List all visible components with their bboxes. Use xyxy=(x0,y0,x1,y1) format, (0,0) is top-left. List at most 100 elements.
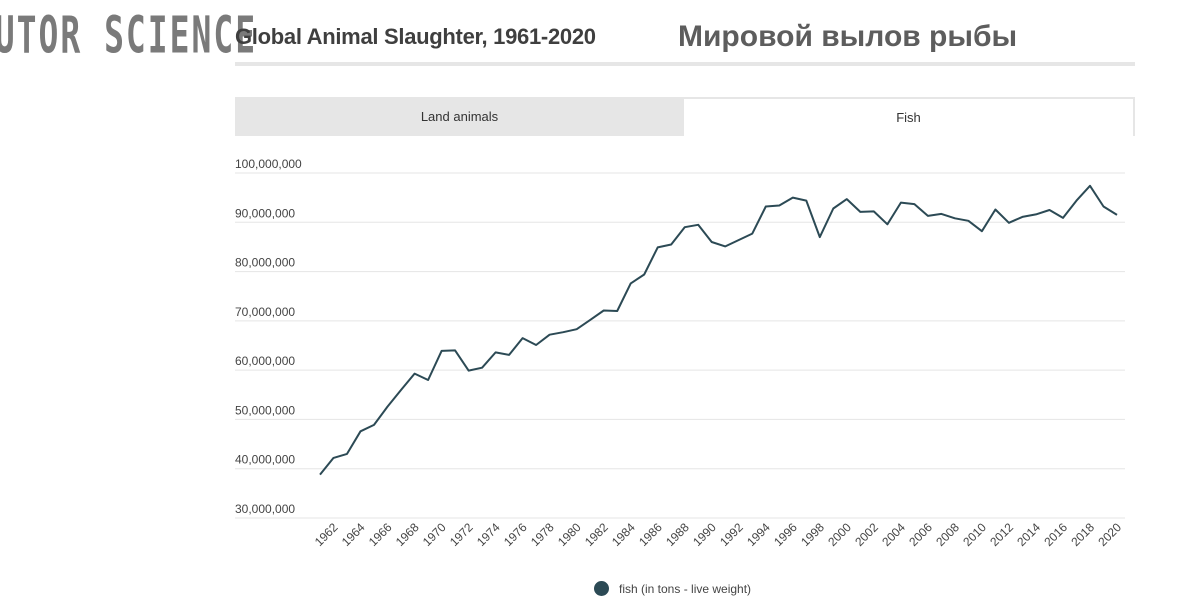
data-point[interactable] xyxy=(547,332,553,338)
data-point[interactable] xyxy=(1114,212,1120,218)
data-point[interactable] xyxy=(479,365,485,371)
data-point[interactable] xyxy=(776,203,782,209)
data-point[interactable] xyxy=(911,201,917,207)
data-point[interactable] xyxy=(749,231,755,237)
data-point[interactable] xyxy=(884,221,890,227)
data-point[interactable] xyxy=(614,308,620,314)
tab-bar: Land animals Fish xyxy=(235,97,1135,136)
data-point[interactable] xyxy=(398,387,404,393)
data-point[interactable] xyxy=(1100,204,1106,210)
data-point[interactable] xyxy=(695,222,701,228)
data-point[interactable] xyxy=(682,224,688,230)
data-point[interactable] xyxy=(992,206,998,212)
x-tick-label: 2008 xyxy=(933,520,962,549)
data-point[interactable] xyxy=(344,451,350,457)
data-point[interactable] xyxy=(1019,214,1025,220)
data-point[interactable] xyxy=(817,234,823,240)
data-point[interactable] xyxy=(641,272,647,278)
data-point[interactable] xyxy=(628,280,634,286)
data-point[interactable] xyxy=(722,243,728,249)
data-point[interactable] xyxy=(898,200,904,206)
data-point[interactable] xyxy=(830,205,836,211)
x-tick-label: 1994 xyxy=(744,520,773,549)
x-tick-label: 2020 xyxy=(1095,520,1124,549)
x-tick-label: 2016 xyxy=(1041,520,1070,549)
legend-marker xyxy=(594,581,609,596)
data-point[interactable] xyxy=(655,244,661,250)
data-point[interactable] xyxy=(533,342,539,348)
x-tick-label: 2004 xyxy=(879,520,908,549)
page-title: Global Animal Slaughter, 1961-2020 xyxy=(235,24,596,49)
x-tick-label: 2010 xyxy=(960,520,989,549)
data-point[interactable] xyxy=(425,377,431,383)
page-subtitle: Мировой вылов рыбы xyxy=(678,20,1018,53)
x-tick-label: 2002 xyxy=(852,520,881,549)
data-point[interactable] xyxy=(1087,183,1093,189)
x-tick-label: 2018 xyxy=(1068,520,1097,549)
data-point[interactable] xyxy=(506,352,512,358)
x-tick-label: 2014 xyxy=(1014,520,1043,549)
data-point[interactable] xyxy=(466,368,472,374)
x-tick-label: 1984 xyxy=(609,520,638,549)
data-point[interactable] xyxy=(412,371,418,377)
x-axis: 1962196419661968197019721974197619781980… xyxy=(312,520,1124,549)
data-point[interactable] xyxy=(965,218,971,224)
data-point[interactable] xyxy=(938,211,944,217)
series-line[interactable] xyxy=(319,184,1118,476)
data-point[interactable] xyxy=(601,308,607,314)
data-point[interactable] xyxy=(358,428,364,434)
data-point[interactable] xyxy=(1006,220,1012,226)
data-point[interactable] xyxy=(574,326,580,332)
chart-legend[interactable]: fish (in tons - live weight) xyxy=(594,581,751,596)
data-point[interactable] xyxy=(587,317,593,323)
data-point[interactable] xyxy=(668,241,674,247)
x-tick-label: 1964 xyxy=(339,520,368,549)
data-point[interactable] xyxy=(763,204,769,210)
x-tick-label: 1970 xyxy=(420,520,449,549)
data-point[interactable] xyxy=(1060,215,1066,221)
data-point[interactable] xyxy=(317,472,323,478)
data-point[interactable] xyxy=(709,239,715,245)
x-tick-label: 1972 xyxy=(447,520,476,549)
x-tick-label: 1996 xyxy=(771,520,800,549)
data-point[interactable] xyxy=(736,237,742,243)
y-tick-label: 60,000,000 xyxy=(235,354,295,368)
data-point[interactable] xyxy=(952,215,958,221)
data-point[interactable] xyxy=(439,348,445,354)
x-tick-label: 2012 xyxy=(987,520,1016,549)
x-tick-label: 1986 xyxy=(636,520,665,549)
data-point[interactable] xyxy=(803,198,809,204)
x-tick-label: 1980 xyxy=(555,520,584,549)
data-point[interactable] xyxy=(871,208,877,214)
y-axis: 100,000,000 90,000,000 80,000,000 70,000,00… xyxy=(235,157,302,516)
data-point[interactable] xyxy=(331,455,337,461)
data-point[interactable] xyxy=(560,329,566,335)
chart-grid xyxy=(235,172,1125,519)
tab-fish[interactable]: Fish xyxy=(684,97,1135,136)
x-tick-label: 1998 xyxy=(798,520,827,549)
x-tick-label: 1992 xyxy=(717,520,746,549)
tab-land-animals[interactable]: Land animals xyxy=(235,97,684,136)
x-tick-label: 1968 xyxy=(393,520,422,549)
data-point[interactable] xyxy=(790,195,796,201)
brand-logo: AUTOR SCIENCE xyxy=(0,0,255,77)
data-point[interactable] xyxy=(979,228,985,234)
tab-land-animals-label: Land animals xyxy=(420,109,499,124)
data-point[interactable] xyxy=(371,422,377,428)
title-divider xyxy=(235,62,1135,66)
data-point[interactable] xyxy=(452,347,458,353)
data-point[interactable] xyxy=(844,196,850,202)
x-tick-label: 1990 xyxy=(690,520,719,549)
data-point[interactable] xyxy=(1046,207,1052,213)
data-point[interactable] xyxy=(857,209,863,215)
x-tick-label: 2006 xyxy=(906,520,935,549)
data-point[interactable] xyxy=(520,335,526,341)
data-point[interactable] xyxy=(925,213,931,219)
data-point[interactable] xyxy=(1073,198,1079,204)
brand-logo-text: AUTOR SCIENCE xyxy=(0,3,258,65)
data-point[interactable] xyxy=(493,349,499,355)
data-point[interactable] xyxy=(385,404,391,410)
data-point[interactable] xyxy=(1033,211,1039,217)
x-tick-label: 1982 xyxy=(582,520,611,549)
